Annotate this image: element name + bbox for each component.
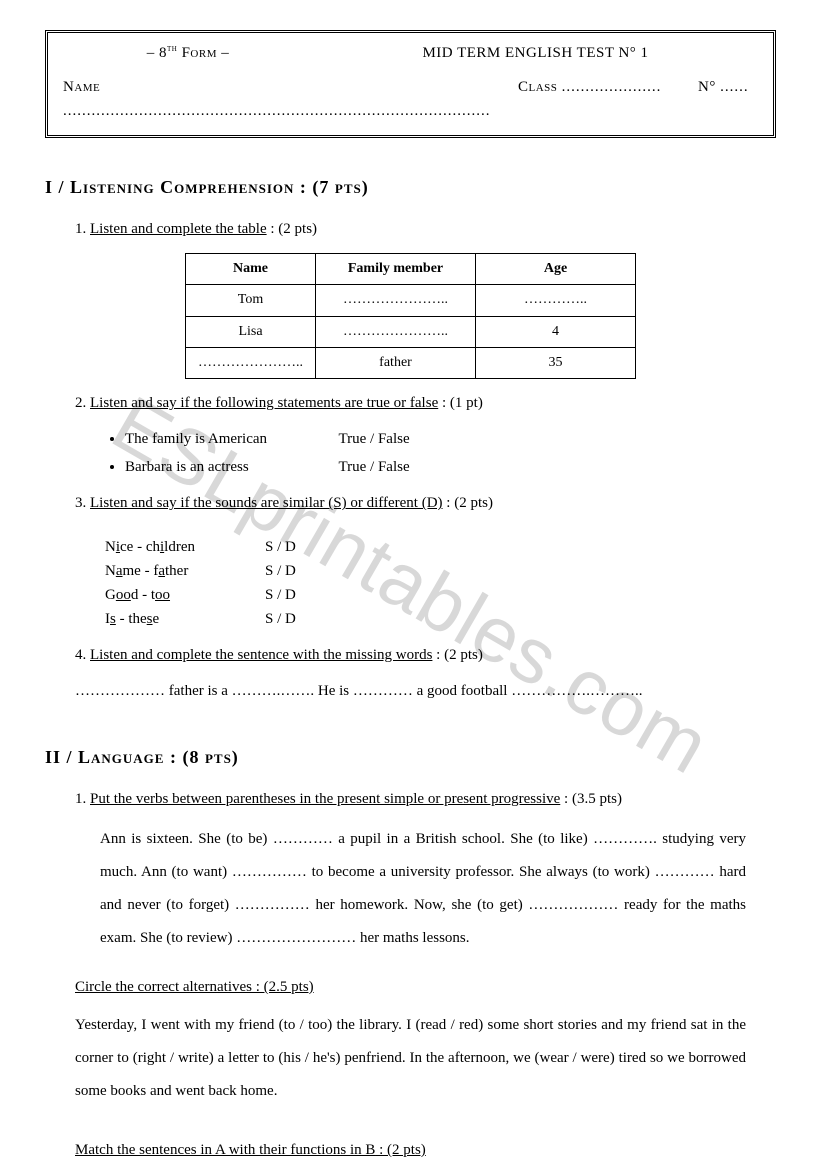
- name-field: Name ...................................…: [63, 75, 518, 123]
- sd-options[interactable]: S / D: [265, 535, 325, 559]
- test-title: MID TERM ENGLISH TEST N° 1: [313, 41, 758, 65]
- no-dots[interactable]: ......: [720, 79, 749, 95]
- table-row: Lisa ………………….. 4: [186, 316, 636, 347]
- stmt: Barbara is an actress: [125, 455, 335, 479]
- tf-options[interactable]: True / False: [338, 431, 409, 447]
- q1-pts: : (2 pts): [267, 221, 317, 237]
- table-header-row: Name Family member Age: [186, 253, 636, 284]
- cell[interactable]: …………………..: [316, 316, 476, 347]
- sd-options[interactable]: S / D: [265, 583, 325, 607]
- th-family: Family member: [316, 253, 476, 284]
- section-1-title: I / Listening Comprehension : (7 pts): [45, 173, 776, 202]
- sd-options[interactable]: S / D: [265, 559, 325, 583]
- s2q2-paragraph[interactable]: Yesterday, I went with my friend (to / t…: [75, 1009, 746, 1108]
- question-4: 4. Listen and complete the sentence with…: [75, 643, 776, 667]
- list-item: Barbara is an actress True / False: [125, 455, 776, 479]
- sounds-row: Name - fatherS / D: [105, 559, 776, 583]
- stmt: The family is American: [125, 427, 335, 451]
- q2-num: 2.: [75, 395, 86, 411]
- name-dots[interactable]: ........................................…: [63, 103, 491, 119]
- s2q1-num: 1.: [75, 791, 86, 807]
- sounds-row: Nice - childrenS / D: [105, 535, 776, 559]
- q3-pts: : (2 pts): [443, 495, 493, 511]
- q2-text: Listen and say if the following statemen…: [90, 395, 438, 411]
- s2q3-text: Match the sentences in A with their func…: [75, 1142, 375, 1158]
- class-field: Class .....................: [518, 75, 698, 123]
- cell: father: [316, 347, 476, 378]
- q1-table: Name Family member Age Tom ………………….. …………: [185, 253, 636, 380]
- q1-num: 1.: [75, 221, 86, 237]
- header-row-1: – 8th Form – MID TERM ENGLISH TEST N° 1: [63, 41, 758, 65]
- q4-num: 4.: [75, 647, 86, 663]
- class-label: Class: [518, 79, 557, 95]
- cell[interactable]: …………………..: [186, 347, 316, 378]
- s2q1-paragraph[interactable]: Ann is sixteen. She (to be) ………… a pupil…: [100, 823, 746, 955]
- q3-text: Listen and say if the sounds are similar…: [90, 495, 443, 511]
- form-sup: th: [167, 43, 177, 54]
- cell: 4: [476, 316, 636, 347]
- form-label: – 8th Form –: [63, 41, 313, 65]
- th-name: Name: [186, 253, 316, 284]
- question-s2-1: 1. Put the verbs between parentheses in …: [75, 787, 776, 811]
- s2q1-pts: : (3.5 pts): [560, 791, 622, 807]
- form-pre: – 8: [147, 45, 167, 61]
- s2q3-pts: : (2 pts): [375, 1142, 425, 1158]
- table-row: ………………….. father 35: [186, 347, 636, 378]
- cell: Tom: [186, 285, 316, 316]
- q3-num: 3.: [75, 495, 86, 511]
- s2q2-text: Circle the correct alternatives: [75, 979, 252, 995]
- page-content: – 8th Form – MID TERM ENGLISH TEST N° 1 …: [45, 30, 776, 1162]
- no-label: N°: [698, 79, 716, 95]
- table-row: Tom ………………….. …………..: [186, 285, 636, 316]
- question-2: 2. Listen and say if the following state…: [75, 391, 776, 415]
- q4-pts: : (2 pts): [432, 647, 482, 663]
- s2q2-head: Circle the correct alternatives : (2.5 p…: [75, 975, 776, 999]
- sounds-container: Nice - childrenS / DName - fatherS / DGo…: [45, 535, 776, 631]
- word-pair: Name - father: [105, 559, 265, 583]
- s2q1-text: Put the verbs between parentheses in the…: [90, 791, 560, 807]
- word-pair: Nice - children: [105, 535, 265, 559]
- q1-text: Listen and complete the table: [90, 221, 267, 237]
- sd-options[interactable]: S / D: [265, 607, 325, 631]
- header-row-2: Name ...................................…: [63, 75, 758, 123]
- th-age: Age: [476, 253, 636, 284]
- cell: Lisa: [186, 316, 316, 347]
- header-box: – 8th Form – MID TERM ENGLISH TEST N° 1 …: [45, 30, 776, 138]
- s2q3-head: Match the sentences in A with their func…: [75, 1138, 776, 1162]
- name-label: Name: [63, 79, 100, 95]
- q4-text: Listen and complete the sentence with th…: [90, 647, 432, 663]
- list-item: The family is American True / False: [125, 427, 776, 451]
- question-1: 1. Listen and complete the table : (2 pt…: [75, 217, 776, 241]
- q2-list: The family is American True / False Barb…: [125, 427, 776, 479]
- q2-pts: : (1 pt): [438, 395, 483, 411]
- word-pair: Good - too: [105, 583, 265, 607]
- word-pair: Is - these: [105, 607, 265, 631]
- q4-fill-line[interactable]: ……………… father is a ……….……. He is ………… a …: [75, 679, 776, 703]
- s2q2-pts: : (2.5 pts): [252, 979, 314, 995]
- sounds-row: Is - theseS / D: [105, 607, 776, 631]
- no-field: N° ......: [698, 75, 758, 123]
- tf-options[interactable]: True / False: [338, 459, 409, 475]
- cell[interactable]: …………..: [476, 285, 636, 316]
- section-2-title: II / Language : (8 pts): [45, 743, 776, 772]
- form-post: Form –: [177, 45, 229, 61]
- cell[interactable]: …………………..: [316, 285, 476, 316]
- sounds-row: Good - tooS / D: [105, 583, 776, 607]
- question-3: 3. Listen and say if the sounds are simi…: [75, 491, 776, 515]
- class-dots[interactable]: .....................: [562, 79, 662, 95]
- cell: 35: [476, 347, 636, 378]
